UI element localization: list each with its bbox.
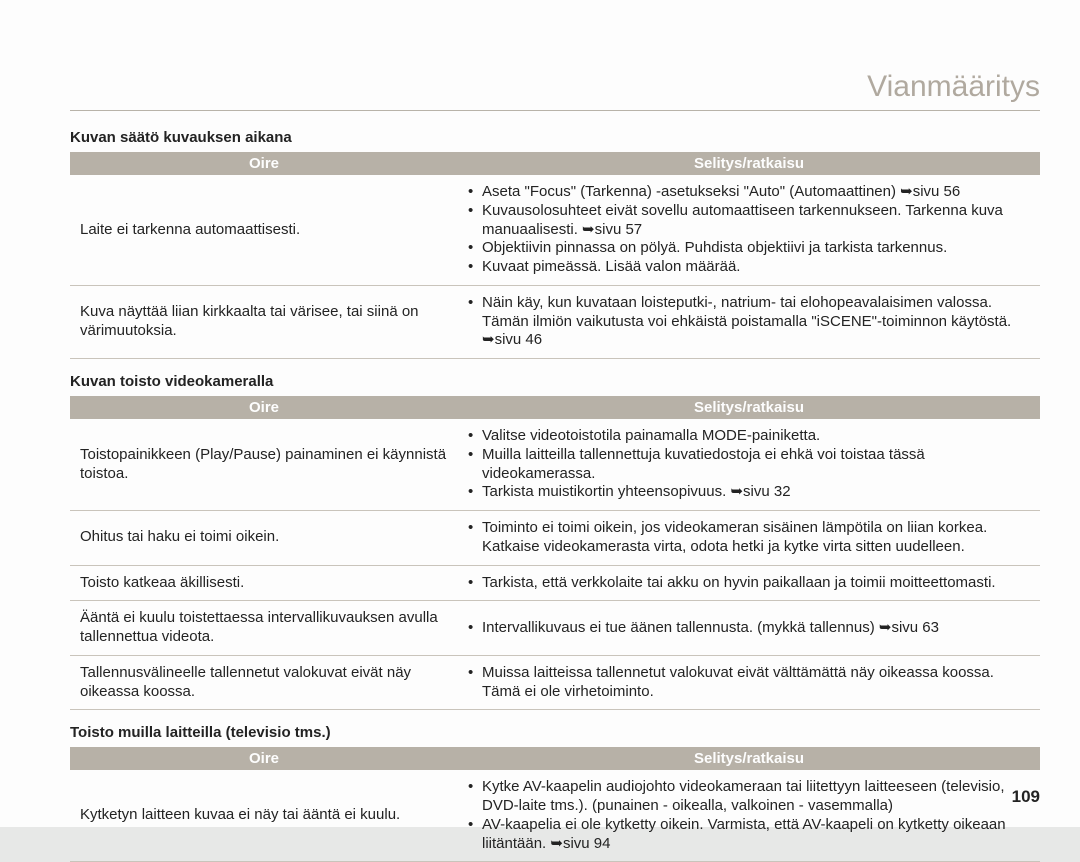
cell-oire: Kytketyn laitteen kuvaa ei näy tai ääntä… [70, 770, 458, 862]
list-item: Kuvaat pimeässä. Lisää valon määrää. [468, 258, 1030, 277]
cell-oire: Ääntä ei kuulu toistettaessa intervallik… [70, 601, 458, 656]
cell-oire: Kuva näyttää liian kirkkaalta tai värise… [70, 285, 458, 358]
cell-oire: Toistopainikkeen (Play/Pause) painaminen… [70, 419, 458, 511]
list-item: Kuvausolosuhteet eivät sovellu automaatt… [468, 202, 1030, 240]
troubleshoot-table: Oire Selitys/ratkaisu Kytketyn laitteen … [70, 747, 1040, 862]
cell-sel: Toiminto ei toimi oikein, jos videokamer… [458, 511, 1040, 566]
troubleshoot-table: Oire Selitys/ratkaisu Laite ei tarkenna … [70, 152, 1040, 359]
col-header-oire: Oire [70, 152, 458, 175]
cell-oire: Tallennusvälineelle tallennetut valokuva… [70, 655, 458, 710]
cell-oire: Toisto katkeaa äkillisesti. [70, 565, 458, 601]
cell-sel: Intervallikuvaus ei tue äänen tallennust… [458, 601, 1040, 656]
list-item: Muissa laitteissa tallennetut valokuvat … [468, 664, 1030, 702]
list-item: Tarkista, että verkkolaite tai akku on h… [468, 574, 1030, 593]
page-number: 109 [1012, 787, 1040, 807]
cell-sel: Aseta "Focus" (Tarkenna) -asetukseksi "A… [458, 175, 1040, 285]
cell-oire: Ohitus tai haku ei toimi oikein. [70, 511, 458, 566]
col-header-sel: Selitys/ratkaisu [458, 747, 1040, 770]
table-row: Kytketyn laitteen kuvaa ei näy tai ääntä… [70, 770, 1040, 862]
table-row: Toisto katkeaa äkillisesti. Tarkista, et… [70, 565, 1040, 601]
table-row: Ohitus tai haku ei toimi oikein. Toimint… [70, 511, 1040, 566]
col-header-oire: Oire [70, 747, 458, 770]
list-item: Näin käy, kun kuvataan loisteputki-, nat… [468, 294, 1030, 350]
list-item: Muilla laitteilla tallennettuja kuvatied… [468, 446, 1030, 484]
list-item: Objektiivin pinnassa on pölyä. Puhdista … [468, 239, 1030, 258]
cell-sel: Tarkista, että verkkolaite tai akku on h… [458, 565, 1040, 601]
cell-oire: Laite ei tarkenna automaattisesti. [70, 175, 458, 285]
table-row: Ääntä ei kuulu toistettaessa intervallik… [70, 601, 1040, 656]
list-item: Tarkista muistikortin yhteensopivuus. ➥s… [468, 483, 1030, 502]
col-header-oire: Oire [70, 396, 458, 419]
col-header-sel: Selitys/ratkaisu [458, 396, 1040, 419]
section-title: Toisto muilla laitteilla (televisio tms.… [70, 724, 1040, 741]
list-item: Aseta "Focus" (Tarkenna) -asetukseksi "A… [468, 183, 1030, 202]
table-row: Laite ei tarkenna automaattisesti. Aseta… [70, 175, 1040, 285]
cell-sel: Valitse videotoistotila painamalla MODE-… [458, 419, 1040, 511]
list-item: Valitse videotoistotila painamalla MODE-… [468, 427, 1030, 446]
cell-sel: Muissa laitteissa tallennetut valokuvat … [458, 655, 1040, 710]
section-title: Kuvan toisto videokameralla [70, 373, 1040, 390]
manual-page: Vianmääritys Kuvan säätö kuvauksen aikan… [0, 0, 1080, 827]
table-row: Tallennusvälineelle tallennetut valokuva… [70, 655, 1040, 710]
list-item: AV-kaapelia ei ole kytketty oikein. Varm… [468, 816, 1030, 854]
cell-sel: Näin käy, kun kuvataan loisteputki-, nat… [458, 285, 1040, 358]
list-item: Intervallikuvaus ei tue äänen tallennust… [468, 619, 1030, 638]
table-row: Kuva näyttää liian kirkkaalta tai värise… [70, 285, 1040, 358]
cell-sel: Kytke AV-kaapelin audiojohto videokamera… [458, 770, 1040, 862]
troubleshoot-table: Oire Selitys/ratkaisu Toistopainikkeen (… [70, 396, 1040, 710]
table-row: Toistopainikkeen (Play/Pause) painaminen… [70, 419, 1040, 511]
list-item: Toiminto ei toimi oikein, jos videokamer… [468, 519, 1030, 557]
section-title: Kuvan säätö kuvauksen aikana [70, 129, 1040, 146]
page-title: Vianmääritys [70, 70, 1040, 111]
col-header-sel: Selitys/ratkaisu [458, 152, 1040, 175]
list-item: Kytke AV-kaapelin audiojohto videokamera… [468, 778, 1030, 816]
